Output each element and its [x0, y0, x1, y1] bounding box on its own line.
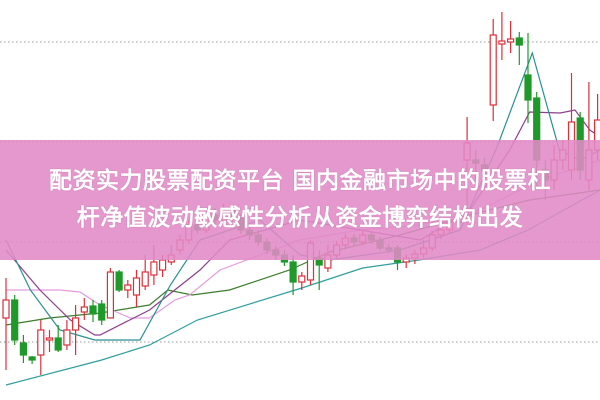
candle-body — [37, 329, 45, 356]
candle-body — [298, 275, 306, 283]
candle-body — [54, 337, 62, 351]
candle-body — [28, 356, 36, 361]
candle — [141, 255, 149, 290]
candle — [106, 268, 115, 319]
candle-body — [115, 271, 123, 291]
candle-body — [489, 34, 497, 106]
candle-body — [80, 306, 88, 313]
candle-body — [524, 74, 532, 101]
candle-body — [63, 329, 71, 346]
candle-body — [289, 261, 297, 283]
candle — [124, 280, 132, 298]
candle-body — [89, 305, 97, 315]
candle — [132, 270, 141, 307]
candle-body — [141, 271, 149, 287]
candle — [98, 300, 106, 325]
title-banner: 配资实力股票配资平台 国内金融市场中的股票杠 杆净值波动敏感性分析从资金博弈结构… — [0, 140, 600, 260]
candle-body — [71, 317, 80, 331]
candle — [489, 19, 497, 121]
candle — [289, 255, 297, 295]
candle — [89, 300, 97, 322]
candle-body — [98, 303, 106, 321]
candle — [11, 295, 19, 345]
candle — [498, 12, 506, 60]
candle — [515, 32, 523, 65]
candle-body — [498, 40, 506, 45]
candle-body — [19, 342, 27, 356]
candle-body — [11, 299, 19, 341]
candle — [37, 320, 45, 375]
candle — [71, 305, 80, 355]
candle — [28, 356, 36, 364]
candle-body — [2, 299, 10, 319]
candle — [115, 270, 123, 292]
candle — [2, 278, 10, 370]
candle-body — [159, 259, 167, 271]
candle — [80, 298, 88, 320]
title-line-1: 配资实力股票配资平台 国内金融市场中的股票杠 — [48, 168, 551, 194]
candle-body — [132, 277, 141, 296]
candle-body — [45, 337, 54, 341]
candle — [507, 21, 515, 53]
candle-body — [515, 37, 523, 46]
candle — [54, 325, 62, 352]
candle — [19, 335, 27, 363]
candle-body — [106, 271, 115, 319]
candle — [524, 33, 532, 123]
candle-body — [150, 261, 158, 276]
title-line-2: 杆净值波动敏感性分析从资金博弈结构出发 — [76, 205, 524, 231]
candle — [298, 272, 306, 290]
candle — [45, 330, 54, 352]
candle-body — [507, 38, 515, 43]
candle-body — [124, 284, 132, 291]
candle — [63, 320, 71, 350]
